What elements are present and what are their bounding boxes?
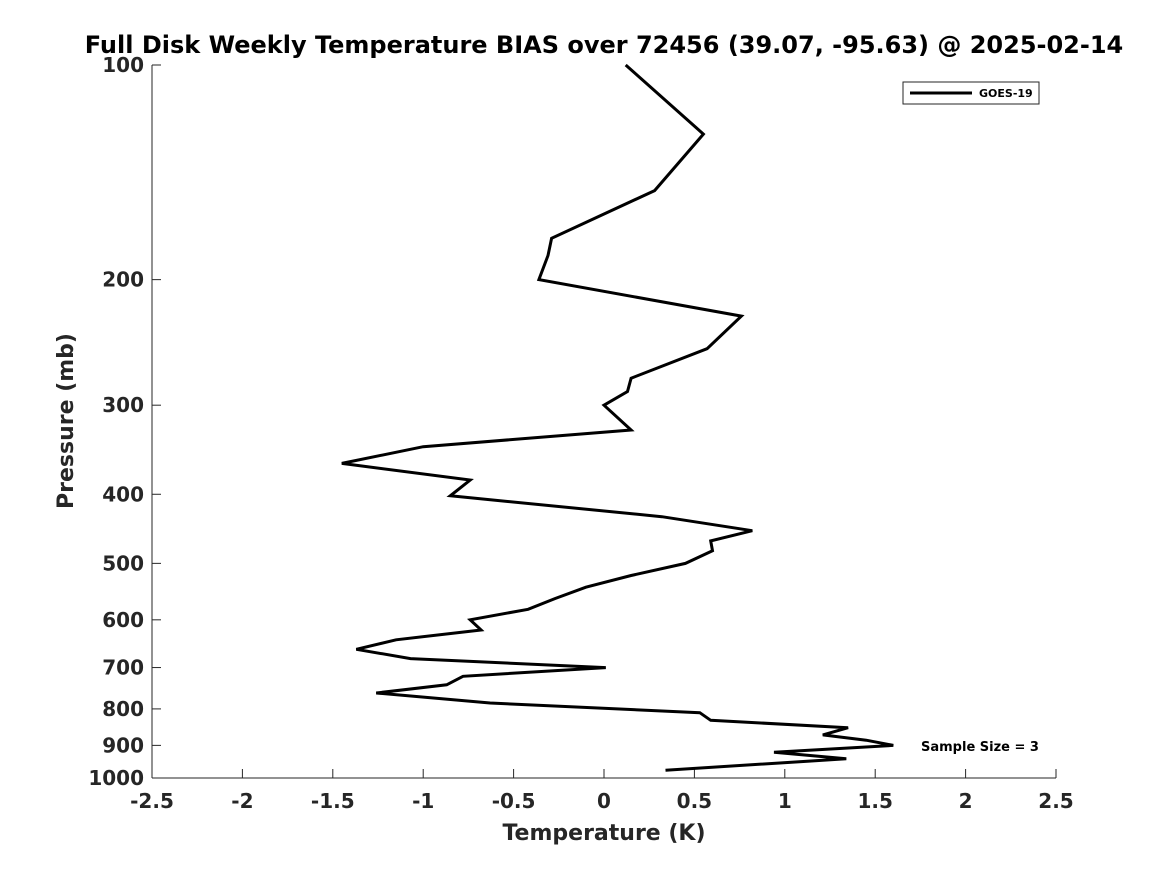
series-line-goes-19 bbox=[341, 63, 894, 772]
y-tick-label: 900 bbox=[102, 733, 144, 757]
x-tick-label: -1.5 bbox=[311, 789, 355, 813]
sample-size-annotation: Sample Size = 3 bbox=[921, 740, 1039, 755]
x-tick-label: 1.5 bbox=[857, 789, 892, 813]
x-tick-label: -2.5 bbox=[130, 789, 174, 813]
y-tick-label: 300 bbox=[102, 393, 144, 417]
x-tick-label: 0.5 bbox=[677, 789, 712, 813]
y-tick-label: 700 bbox=[102, 656, 144, 680]
x-tick-label: -0.5 bbox=[492, 789, 536, 813]
x-axis-label: Temperature (K) bbox=[502, 821, 705, 846]
y-axis-label: Pressure (mb) bbox=[54, 333, 79, 509]
y-tick-label: 600 bbox=[102, 608, 144, 632]
chart-title: Full Disk Weekly Temperature BIAS over 7… bbox=[85, 31, 1124, 59]
x-tick-label: 1 bbox=[778, 789, 792, 813]
y-tick-label: 400 bbox=[102, 482, 144, 506]
plot-area bbox=[152, 65, 1056, 778]
y-tick-label: 200 bbox=[102, 268, 144, 292]
x-tick-label: -2 bbox=[231, 789, 253, 813]
legend: GOES-19 bbox=[902, 81, 1040, 105]
y-tick-label: 100 bbox=[102, 53, 144, 77]
x-tick-label: 2 bbox=[959, 789, 973, 813]
y-ticks: 100 200 300 400 500 600 700 800 900 1000 bbox=[88, 53, 161, 790]
x-ticks: -2.5 -2 -1.5 -1 -0.5 0 0.5 1 1.5 2 2.5 bbox=[130, 769, 1074, 813]
y-tick-label: 500 bbox=[102, 551, 144, 575]
x-tick-label: 0 bbox=[597, 789, 611, 813]
y-tick-label: 800 bbox=[102, 697, 144, 721]
y-tick-label: 1000 bbox=[88, 766, 144, 790]
x-tick-label: 2.5 bbox=[1038, 789, 1073, 813]
series-layer bbox=[341, 63, 894, 772]
legend-label-goes-19: GOES-19 bbox=[979, 87, 1033, 100]
x-tick-label: -1 bbox=[412, 789, 434, 813]
